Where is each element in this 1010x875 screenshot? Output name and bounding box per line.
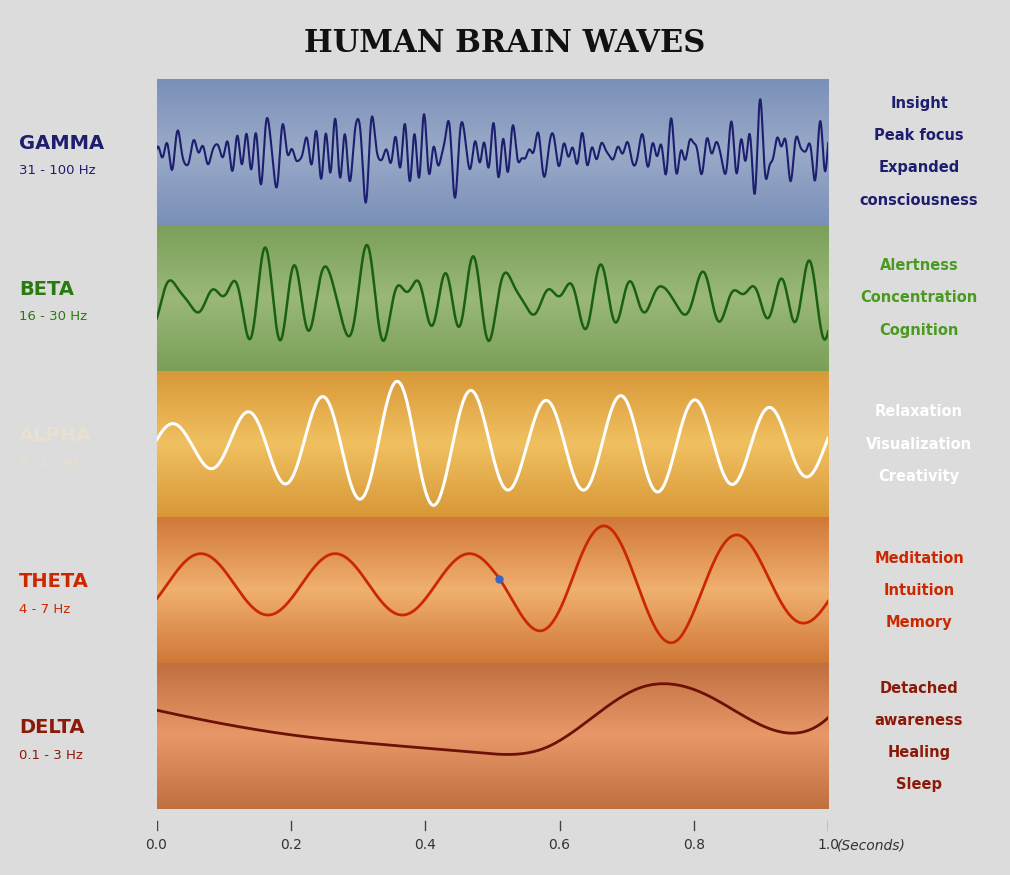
Text: Intuition: Intuition [884,583,954,598]
Text: Visualization: Visualization [866,437,973,452]
Text: Memory: Memory [886,615,952,630]
Text: Concentration: Concentration [861,290,978,305]
Text: 0.4: 0.4 [414,838,436,852]
Text: consciousness: consciousness [860,192,979,207]
Text: Creativity: Creativity [879,469,960,484]
Text: 4 - 7 Hz: 4 - 7 Hz [19,603,70,616]
Text: (Seconds): (Seconds) [837,838,906,852]
Text: Cognition: Cognition [880,323,958,338]
Text: 1.0: 1.0 [817,838,839,852]
Text: 16 - 30 Hz: 16 - 30 Hz [19,311,87,324]
Text: 0.2: 0.2 [280,838,302,852]
Text: 8 - 15 Hz: 8 - 15 Hz [19,457,79,470]
Text: Insight: Insight [890,96,948,111]
Text: BETA: BETA [19,280,74,298]
Text: DELTA: DELTA [19,718,84,737]
Text: 0.8: 0.8 [683,838,705,852]
Text: ALPHA: ALPHA [19,426,92,444]
Text: Detached: Detached [880,681,958,696]
Text: 0.6: 0.6 [548,838,571,852]
Text: HUMAN BRAIN WAVES: HUMAN BRAIN WAVES [304,28,706,59]
Text: THETA: THETA [19,572,89,591]
Text: Expanded: Expanded [879,160,960,175]
Text: GAMMA: GAMMA [19,134,104,152]
Text: awareness: awareness [875,713,964,728]
Text: Meditation: Meditation [875,550,964,565]
Text: Relaxation: Relaxation [875,404,964,419]
Text: Sleep: Sleep [896,777,942,792]
Text: 0.0: 0.0 [145,838,168,852]
Text: Peak focus: Peak focus [875,129,964,144]
Text: 31 - 100 Hz: 31 - 100 Hz [19,164,95,178]
Text: 0.1 - 3 Hz: 0.1 - 3 Hz [19,749,83,762]
Text: Alertness: Alertness [880,258,958,273]
Text: Healing: Healing [888,745,950,760]
